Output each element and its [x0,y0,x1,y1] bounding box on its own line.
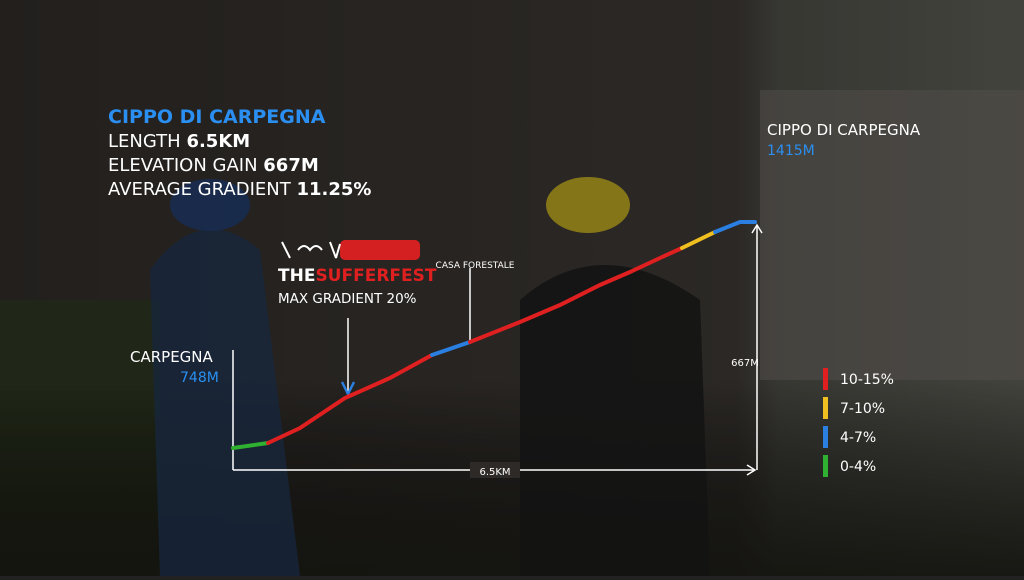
end-name: CIPPO DI CARPEGNA [767,121,921,139]
legend-label: 0-4% [840,459,876,475]
stat-label: LENGTH [108,131,181,152]
logo-the: THE [278,266,315,286]
length-label: 6.5KM [479,467,510,478]
start-elevation: 748M [180,370,219,386]
label-bg [470,462,520,478]
legend-label: 4-7% [840,430,876,446]
logo-caption: MAX GRADIENT 20% [278,291,417,307]
legend-swatch [823,368,828,390]
title: CIPPO DI CARPEGNA [108,106,326,128]
arrow [340,381,356,397]
end-elevation: 1415M [767,143,815,159]
start-name: CARPEGNA [130,348,214,366]
profile-line [231,220,757,450]
profile-chart [231,220,763,476]
logo-text: THESUFFERFEST [278,266,437,286]
stat-label: ELEVATION GAIN [108,155,258,176]
legend: 10-15% 7-10% 4-7% 0-4% [823,368,894,477]
stats: LENGTH 6.5KM ELEVATION GAIN 667M AVERAGE G… [108,131,371,200]
legend-label: 7-10% [840,401,885,417]
stat-line: LENGTH 6.5KM [108,131,250,152]
legend-swatch [823,397,828,419]
stat-value: 667M [263,155,319,176]
legend-swatch [823,426,828,448]
legend-label: 10-15% [840,372,894,388]
stat-label: AVERAGE GRADIENT [108,179,292,200]
height-label: 667M [731,358,759,369]
waypoint-label: CASA FORESTALE [436,261,515,271]
logo-brand: SUFFERFEST [315,266,436,286]
stat-line: AVERAGE GRADIENT 11.25% [108,179,371,200]
arrow [751,223,763,234]
stat-value: 11.25% [296,179,371,200]
stat-line: ELEVATION GAIN 667M [108,155,319,176]
legend-swatch [823,455,828,477]
arrow [746,464,757,476]
logo: THESUFFERFEST MAX GRADIENT 20% [278,240,437,307]
stat-value: 6.5KM [186,131,250,152]
